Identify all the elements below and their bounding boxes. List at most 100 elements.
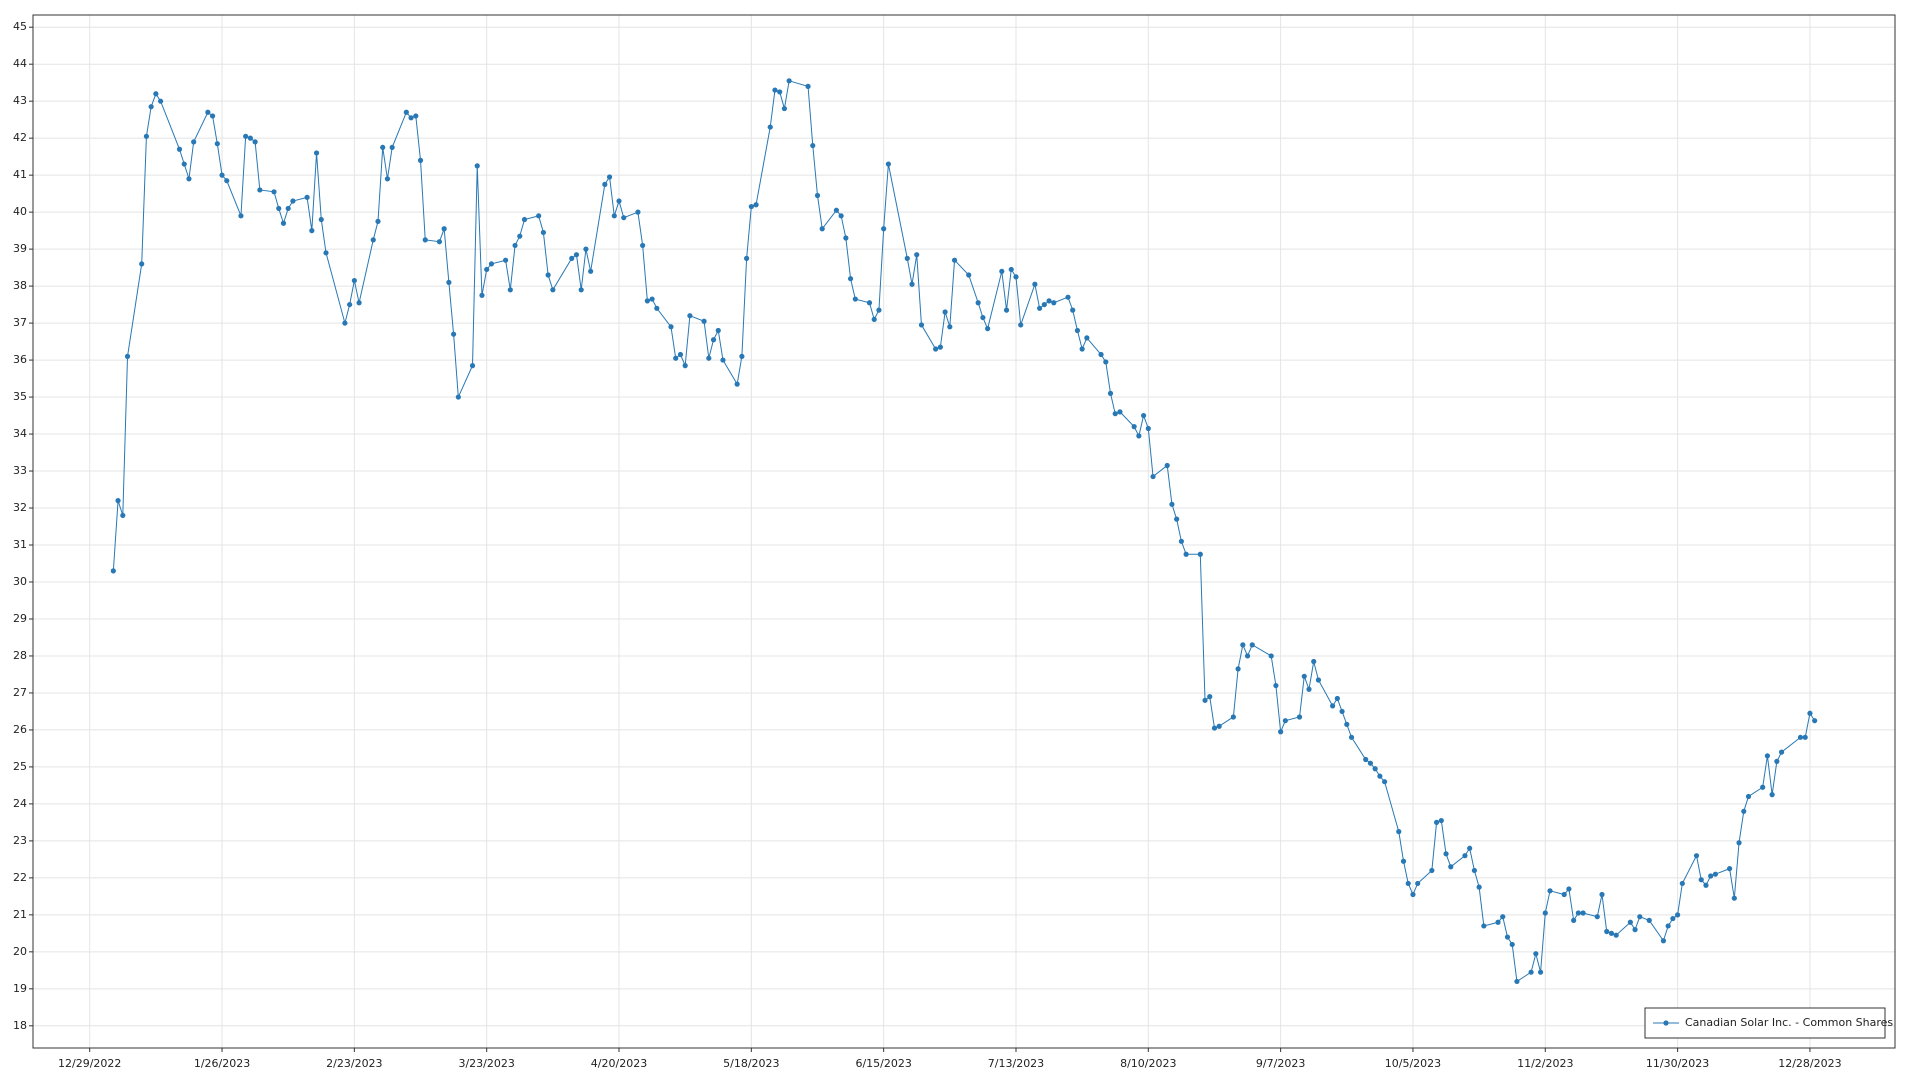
data-point <box>673 355 679 361</box>
data-point <box>1504 934 1511 940</box>
data-point <box>1726 866 1733 872</box>
data-point <box>644 298 650 304</box>
data-point <box>521 216 528 223</box>
data-point <box>914 252 920 258</box>
data-point <box>1533 951 1539 957</box>
data-point <box>1627 919 1633 925</box>
x-tick-label: 8/10/2023 <box>1120 1057 1176 1070</box>
data-point <box>536 213 542 219</box>
data-point <box>1571 917 1577 924</box>
data-point <box>455 394 461 400</box>
data-point <box>290 198 296 204</box>
data-point <box>1140 412 1147 419</box>
data-point <box>753 202 759 208</box>
data-point <box>1613 932 1619 938</box>
plot-frame <box>32 14 1896 1049</box>
data-point <box>1580 910 1586 916</box>
y-tick-label: 20 <box>13 945 27 958</box>
data-point <box>1003 307 1010 313</box>
data-point <box>1708 873 1714 879</box>
data-point <box>417 157 424 163</box>
y-tick-label: 30 <box>13 575 27 588</box>
data-point <box>413 113 419 119</box>
data-point <box>507 287 513 293</box>
data-point <box>1774 758 1780 764</box>
data-point <box>1646 917 1652 924</box>
data-point <box>710 337 717 343</box>
data-point <box>1802 734 1808 740</box>
data-point <box>484 266 490 273</box>
data-point <box>1174 516 1180 522</box>
data-point <box>191 139 197 145</box>
data-point <box>885 161 891 167</box>
data-point <box>550 287 556 293</box>
data-point <box>1074 327 1081 334</box>
y-tick-label: 32 <box>13 501 27 514</box>
data-point <box>517 233 523 239</box>
data-point <box>744 255 750 261</box>
data-point <box>1745 793 1752 800</box>
data-point <box>1537 969 1544 975</box>
y-tick-label: 36 <box>13 353 27 366</box>
legend-box <box>1644 1007 1886 1039</box>
data-point <box>578 287 584 293</box>
data-point <box>1372 766 1378 772</box>
data-point <box>1760 784 1766 790</box>
y-tick-label: 40 <box>13 205 27 218</box>
data-point <box>238 213 244 219</box>
data-point <box>370 237 376 243</box>
data-point <box>1363 756 1369 763</box>
data-point <box>219 172 225 178</box>
data-point <box>285 205 291 212</box>
data-point <box>1230 714 1236 720</box>
data-point <box>446 279 452 286</box>
x-tick-label: 6/15/2023 <box>855 1057 911 1070</box>
data-point <box>1778 749 1785 755</box>
data-point <box>1443 851 1449 857</box>
data-point <box>1693 853 1700 859</box>
data-point <box>814 192 821 199</box>
data-point <box>1476 884 1482 890</box>
series-line <box>112 80 1816 983</box>
y-tick-label: 33 <box>13 464 27 477</box>
y-tick-label: 25 <box>13 760 27 773</box>
data-point <box>1032 281 1038 287</box>
data-point <box>682 363 688 369</box>
data-point <box>247 135 253 141</box>
data-point <box>748 203 754 210</box>
data-point <box>1547 888 1553 894</box>
x-tick-label: 4/20/2023 <box>591 1057 647 1070</box>
plot-area <box>33 15 1895 1048</box>
data-point <box>1462 853 1468 859</box>
x-tick-label: 2/23/2023 <box>326 1057 382 1070</box>
data-point <box>1703 882 1709 888</box>
y-tick-label: 43 <box>13 94 27 107</box>
data-point <box>1107 390 1114 396</box>
data-point <box>1311 658 1317 665</box>
data-point <box>1712 871 1719 877</box>
data-point <box>573 252 580 258</box>
data-point <box>833 207 840 213</box>
data-point <box>1660 938 1667 944</box>
data-point <box>1202 697 1208 703</box>
data-point <box>318 216 324 223</box>
data-point <box>677 351 684 358</box>
data-point <box>649 296 655 302</box>
data-point <box>847 276 854 282</box>
data-point <box>479 292 485 298</box>
data-point <box>474 163 480 169</box>
data-point <box>1070 307 1076 313</box>
data-point <box>1240 642 1246 648</box>
data-point <box>706 355 712 361</box>
data-point <box>937 344 943 350</box>
data-point <box>1495 919 1501 925</box>
data-point <box>947 324 953 330</box>
data-point <box>904 255 910 261</box>
data-point <box>866 300 873 306</box>
data-point <box>110 568 116 574</box>
data-point <box>1041 301 1047 308</box>
data-point <box>966 272 972 278</box>
data-point <box>1117 409 1123 415</box>
